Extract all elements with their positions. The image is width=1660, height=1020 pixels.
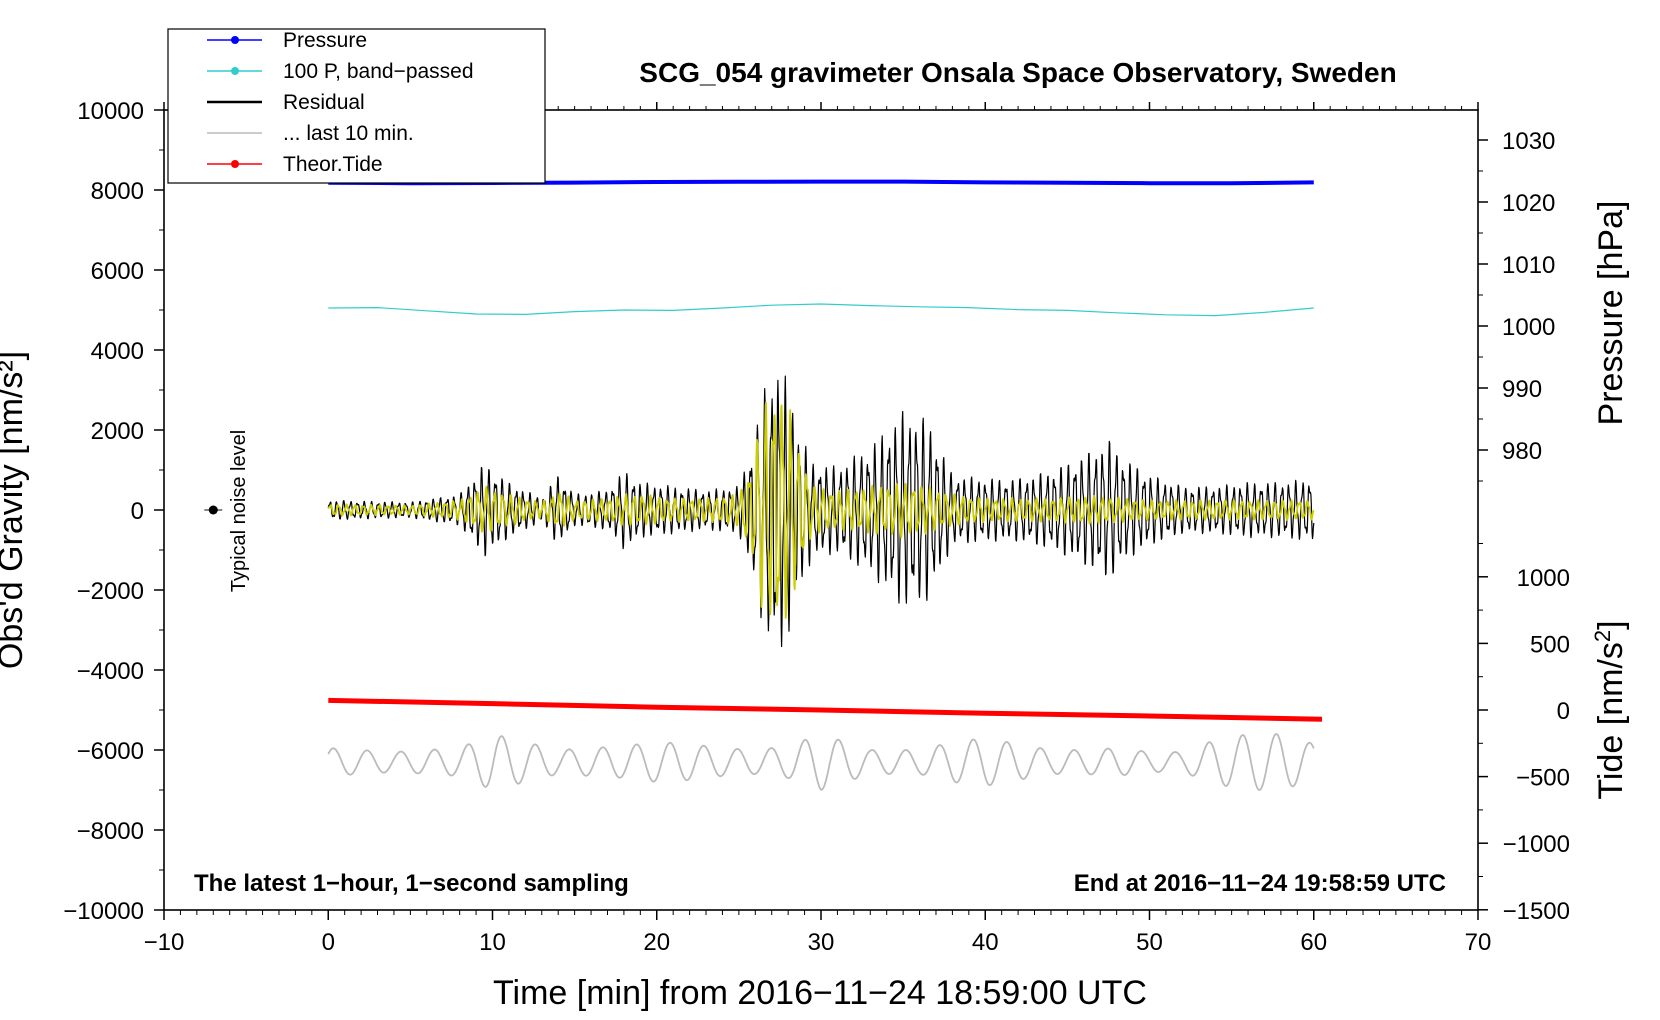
- y-tick-label: 6000: [91, 258, 144, 285]
- tide-title-sup: 2: [1590, 630, 1615, 642]
- y-axis-title-tide: Tide [nm/s2]: [1590, 620, 1630, 799]
- x-axis-title: Time [min] from 2016−11−24 18:59:00 UTC: [493, 974, 1147, 1012]
- legend-label: Residual: [283, 91, 365, 114]
- series-layer: [327, 179, 1323, 791]
- tide-tick-label: 0: [1557, 698, 1570, 725]
- y-tick-label: 10000: [77, 98, 144, 125]
- y-tick-label: −4000: [77, 658, 144, 685]
- pressure-tick-label: 1020: [1502, 190, 1555, 217]
- axes-layer: −10 0 10 20 30 40 50 60 701000080006000400020000…: [63, 98, 1570, 956]
- tide-title-end: ]: [1592, 620, 1630, 629]
- legend-label: Theor.Tide: [283, 153, 383, 176]
- series-theor-tide: [328, 697, 1323, 722]
- y-tick-label: −10000: [63, 898, 144, 925]
- tide-title-base: Tide [nm/s: [1592, 642, 1630, 799]
- x-tick-label: 30: [808, 929, 835, 956]
- tide-tick-label: 1000: [1517, 565, 1570, 592]
- legend-marker: [231, 67, 239, 75]
- y-tick-label: −2000: [77, 578, 144, 605]
- noise-indicator: Typical noise level: [204, 430, 250, 592]
- tide-tick-label: −1500: [1503, 898, 1570, 925]
- y-axis-title-pressure: Pressure [hPa]: [1592, 201, 1630, 426]
- tide-tick-label: −500: [1516, 765, 1570, 792]
- pressure-tick-label: 990: [1502, 376, 1542, 403]
- pressure-tick-label: 1010: [1502, 252, 1555, 279]
- noise-level-label: Typical noise level: [228, 430, 250, 592]
- y-tick-label: 0: [131, 498, 144, 525]
- legend-marker: [231, 36, 239, 44]
- legend-marker: [231, 160, 239, 168]
- footnote-right: End at 2016−11−24 19:58:59 UTC: [1074, 870, 1446, 897]
- noise-level-dot: [208, 505, 218, 515]
- y-tick-label: 8000: [91, 178, 144, 205]
- series-100-p-band-passed: [328, 303, 1314, 317]
- x-tick-label: 70: [1465, 929, 1492, 956]
- x-tick-label: 60: [1300, 929, 1327, 956]
- x-tick-label: 10: [479, 929, 506, 956]
- legend-label: 100 P, band−passed: [283, 60, 474, 83]
- tide-tick-label: −1000: [1503, 831, 1570, 858]
- y-axis-title-left: Obs'd Gravity [nm/s²]: [0, 351, 30, 669]
- legend: Pressure 100 P, band−passed Residual ... la…: [167, 28, 546, 184]
- y-tick-label: 2000: [91, 418, 144, 445]
- y-tick-label: −6000: [77, 738, 144, 765]
- x-tick-label: 20: [643, 929, 670, 956]
- x-tick-label: −10: [144, 929, 185, 956]
- x-tick-label: 40: [972, 929, 999, 956]
- tide-tick-label: 500: [1530, 631, 1570, 658]
- x-tick-label: 0: [322, 929, 335, 956]
- y-tick-label: 4000: [91, 338, 144, 365]
- y-tick-label: −8000: [77, 818, 144, 845]
- pressure-tick-label: 1030: [1502, 128, 1555, 155]
- legend-label: ... last 10 min.: [283, 122, 414, 145]
- series-last-10-min: [327, 733, 1315, 791]
- legend-label: Pressure: [283, 29, 367, 52]
- series-residual: [327, 375, 1315, 648]
- series-residual-filtered: [327, 401, 1315, 619]
- pressure-tick-label: 1000: [1502, 314, 1555, 341]
- legend-box: [167, 28, 546, 184]
- pressure-tick-label: 980: [1502, 438, 1542, 465]
- chart-title: SCG_054 gravimeter Onsala Space Observat…: [639, 57, 1396, 88]
- x-tick-label: 50: [1136, 929, 1163, 956]
- footnote-left: The latest 1−hour, 1−second sampling: [194, 870, 629, 897]
